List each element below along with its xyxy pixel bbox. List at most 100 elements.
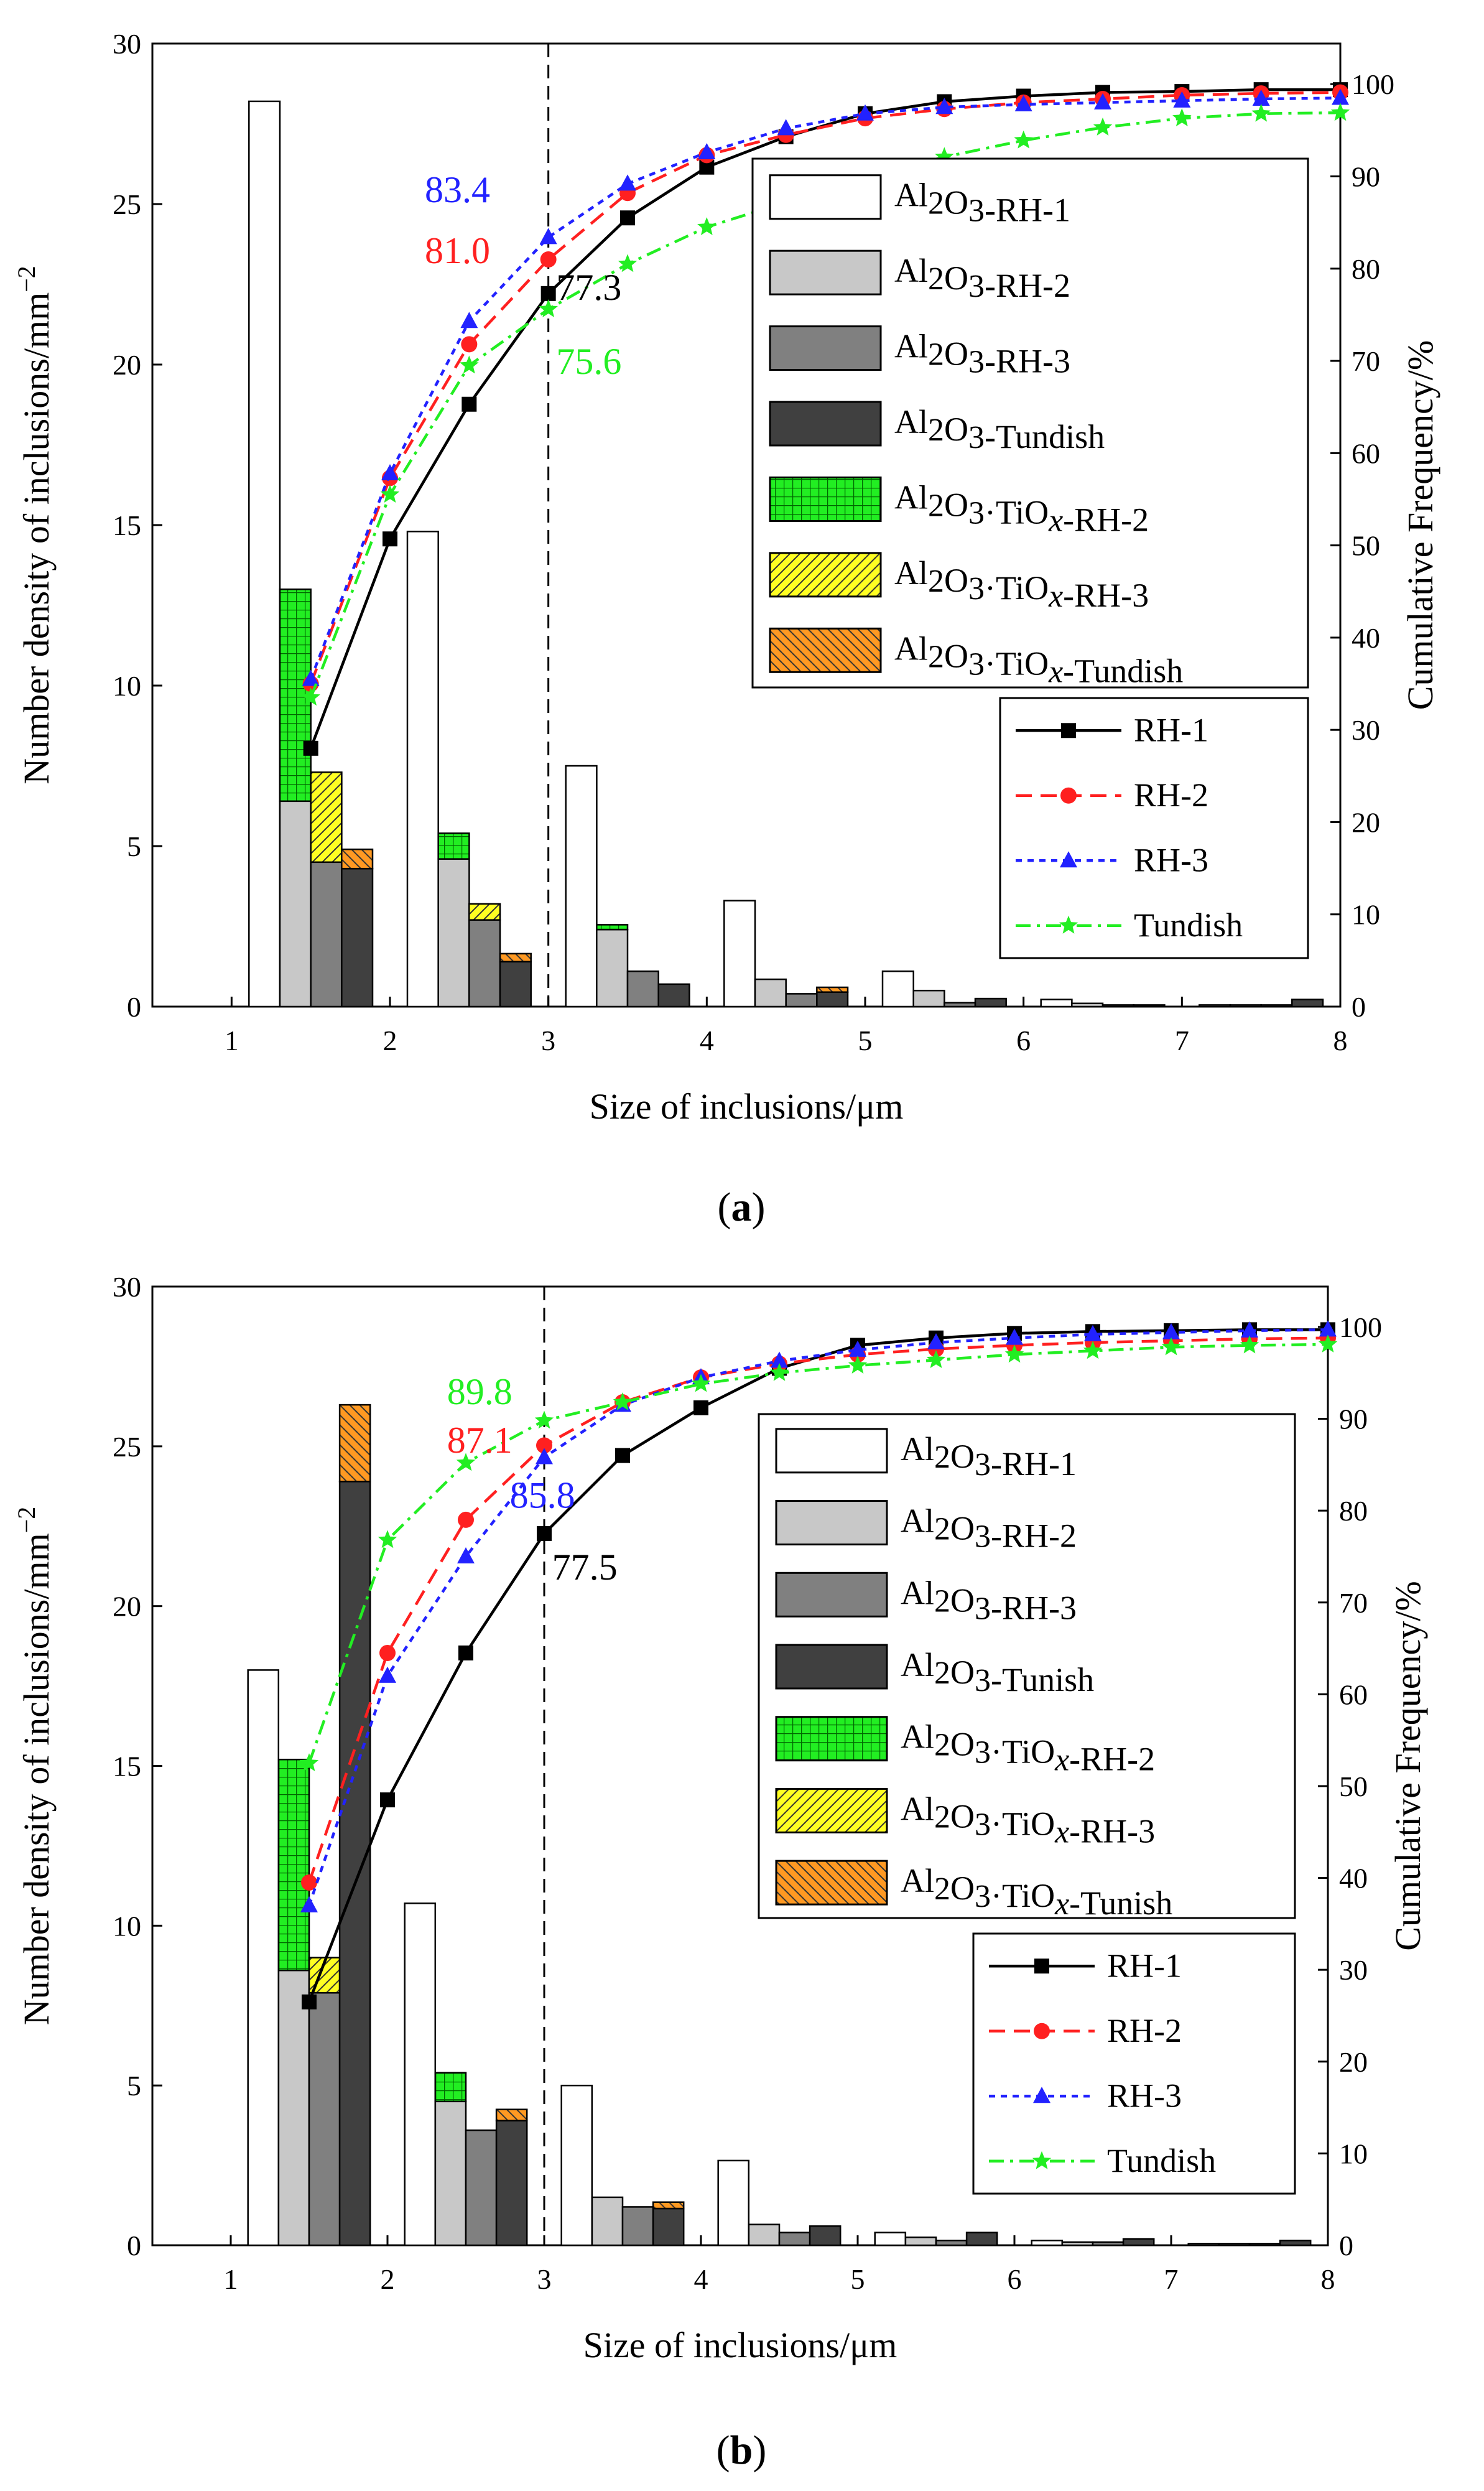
point-rh-2 [461,336,478,353]
legend-marker-rh-3 [1060,851,1077,868]
y-left-tick-label: 10 [113,670,141,702]
bar-rh2-group-6 [1071,1002,1104,1007]
bar-tun-group-6 [1133,1004,1166,1007]
legend-label-rh-3: RH-3 [1134,841,1208,878]
point-tundish [299,1753,319,1771]
point-tundish [456,1453,476,1471]
y-right-tick-label: 80 [1352,253,1380,285]
bar-rh1-group-4 [723,900,756,1007]
point-rh-3 [302,669,320,686]
y-left-tick-label: 0 [127,2230,141,2261]
point-rh-3 [935,98,953,114]
point-tundish [848,1355,868,1374]
y-right-tick-label: 0 [1352,991,1366,1023]
bar-rh3-group-3 [621,2206,654,2245]
bar-tit-group-2 [495,2108,528,2121]
point-tundish [1004,1344,1024,1363]
y-left-tick-label: 25 [113,189,141,220]
y-right-tick-label: 60 [1352,437,1380,469]
legend-label-tun: Al2O3-Tundish [894,403,1105,455]
legend-label-ti2: Al2O3·TiOx-RH-2 [894,478,1149,538]
line-tundish [307,1343,1329,1764]
y-right-tick-label: 30 [1339,1954,1368,1986]
x-tick-label: 4 [694,2263,708,2295]
legend-label-rh-1: RH-1 [1107,1947,1182,1984]
y-left-tick-label: 10 [113,1910,141,1942]
chart-panel-a: 1 2 3 4 5 6 7 805101520253001020304050607080901… [12,28,1482,1230]
point-rh-3 [1094,93,1111,109]
bar-ti2-group-2 [437,832,470,860]
x-tick-label: 1 [225,1025,239,1056]
point-rh-2 [540,251,557,268]
line-legend-box [999,697,1309,959]
legend-marker-rh-2 [1060,787,1077,804]
y-left-tick-label: 15 [113,510,141,541]
bar-tun-group-8 [1450,1006,1482,1007]
legend-swatch-rh2 [769,249,882,296]
bar-rh2-group-2 [434,2100,467,2245]
point-tundish [691,1374,711,1392]
legend-swatch-tun [769,401,882,447]
y-right-tick-label: 100 [1352,68,1394,100]
x-tick-label: 3 [541,1025,555,1056]
bar-rh3-group-2 [465,2129,498,2245]
point-rh-1 [461,396,477,412]
bar-layer [248,100,1482,1007]
bar-rh1-group-7 [1199,1004,1231,1007]
point-tundish [1083,1341,1103,1359]
point-rh-1 [303,740,318,756]
bar-rh3-group-8 [1419,1006,1450,1007]
chart-panel-b: 1 2 3 4 5 6 7 805101520253001020304050607080901… [12,1271,1467,2473]
x-tick-label: 2 [381,2263,395,2295]
point-rh-3 [1241,1321,1258,1338]
bar-rh1-group-2 [404,1902,437,2245]
bar-rh2-group-7 [1218,2243,1251,2245]
x-tick-label: 2 [383,1025,397,1056]
x-axis-title: Size of inclusions/μm [590,1086,904,1127]
y-left-tick-label: 0 [127,991,141,1023]
legend-swatch-rh3 [775,1571,888,1618]
bar-tit-group-1 [338,1404,371,1483]
point-rh-3 [619,174,636,191]
y-right-tick-label: 10 [1352,899,1380,931]
point-rh-3 [1084,1325,1101,1341]
point-rh-3 [771,1351,788,1368]
y-left-axis-title: Number density of inclusions/mm−2 [12,266,57,785]
legend-label-tit: Al2O3·TiOx-Tunish [901,1862,1172,1922]
line-rh-3 [307,1328,1329,1906]
legend-swatch-rh3 [769,325,882,371]
bar-rh3-group-1 [308,1991,341,2245]
bar-tun-group-8 [1437,2245,1467,2246]
point-tundish [1093,117,1113,136]
bar-rh2-group-5 [904,2236,937,2245]
point-rh-1 [537,1526,552,1542]
x-tick-label: 4 [700,1025,714,1056]
legend-swatch-tit [775,1860,888,1906]
bar-rh3-group-7 [1260,1004,1293,1007]
x-tick-label: 8 [1321,2263,1335,2295]
bar-rh2-group-4 [748,2223,781,2245]
x-tick-label: 8 [1333,1025,1348,1056]
line-legend-box [972,1932,1296,2195]
bar-tun-group-6 [1122,2238,1155,2245]
legend-label-rh-3: RH-3 [1107,2077,1182,2114]
annotation-label: 85.8 [510,1475,575,1516]
bar-rh3-group-6 [1092,2241,1125,2245]
point-tundish [697,217,716,235]
annotation-label: 81.0 [425,230,490,271]
bar-rh1-group-7 [1187,2243,1220,2245]
x-tick-label: 6 [1016,1025,1031,1056]
x-tick-label: 5 [851,2263,865,2295]
legend-label-tundish: Tundish [1134,906,1243,944]
annotation-label: 77.5 [552,1547,618,1588]
point-rh-3 [856,104,874,121]
point-tundish [1161,1337,1181,1356]
point-tundish [618,254,638,272]
bar-tit-group-4 [816,986,849,993]
point-tundish [613,1392,633,1410]
point-rh-1 [458,1645,473,1660]
point-tundish [769,1362,789,1381]
point-rh-2 [458,1511,474,1528]
y-right-tick-label: 70 [1352,345,1380,377]
y-left-tick-label: 25 [113,1431,141,1463]
